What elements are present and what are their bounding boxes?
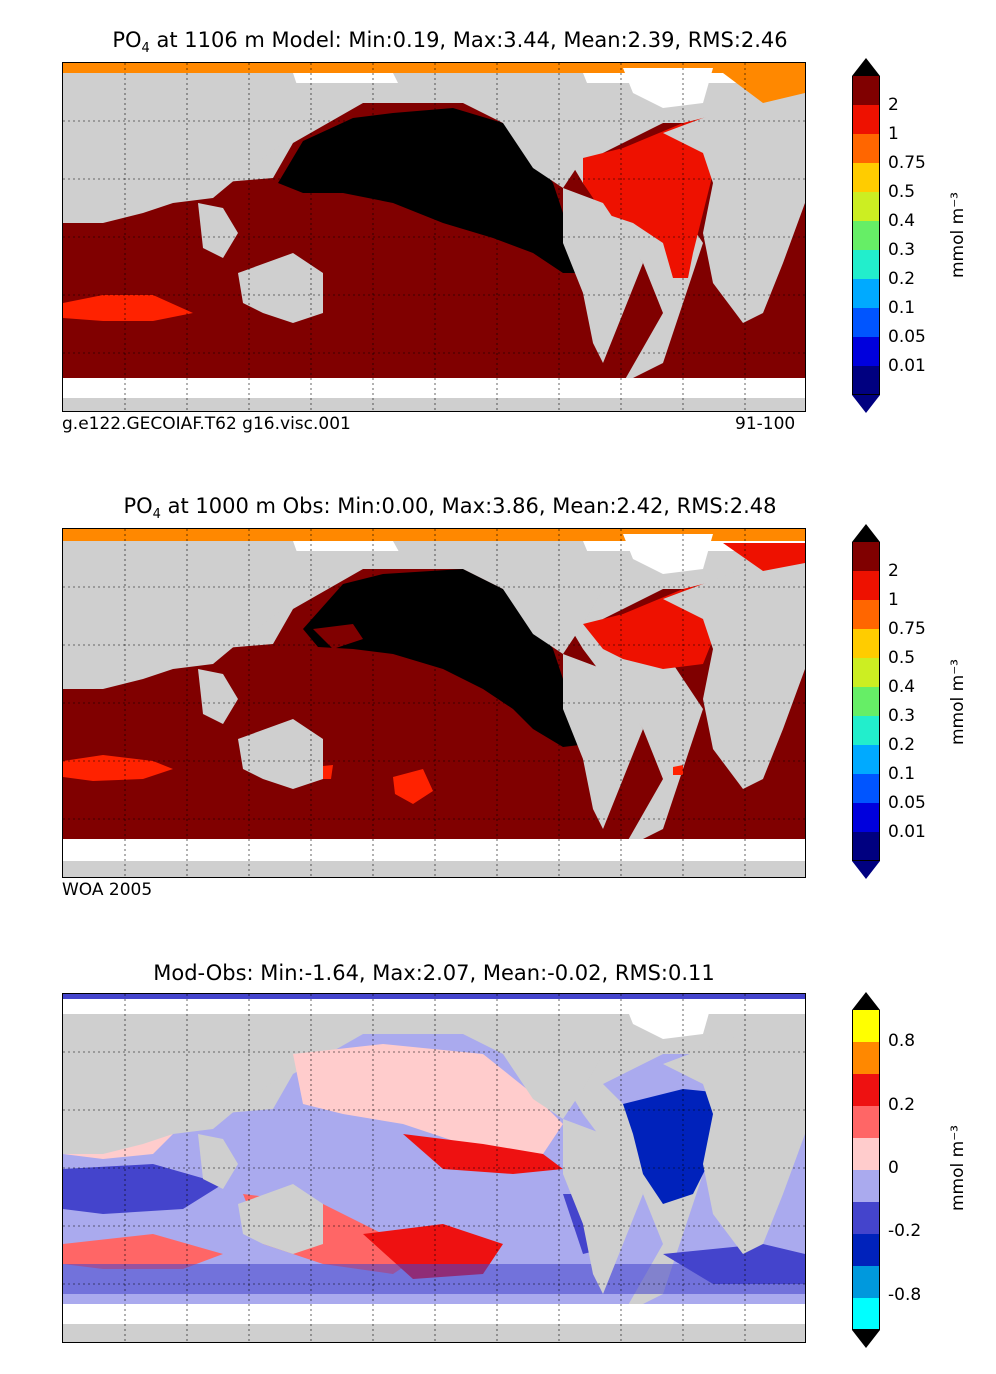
panel1-tick-3: 0.5 bbox=[888, 182, 916, 202]
panel1-tick-2: 0.75 bbox=[888, 153, 926, 173]
panel3-map bbox=[62, 993, 806, 1343]
panel2-tick-0: 2 bbox=[888, 561, 899, 581]
panel3-colorbar bbox=[852, 992, 880, 1348]
panel2-tick-9: 0.01 bbox=[888, 822, 926, 842]
panel3-tick-1: 0.2 bbox=[888, 1095, 916, 1115]
panel2-tick-8: 0.05 bbox=[888, 793, 926, 813]
panel1-footer-right: 91-100 bbox=[735, 414, 796, 434]
panel1-map-svg bbox=[63, 63, 805, 411]
panel1-tick-4: 0.4 bbox=[888, 211, 916, 231]
panel1-title-prefix: PO bbox=[112, 28, 142, 52]
panel3-tick-3: -0.2 bbox=[888, 1221, 922, 1241]
panel2-tick-3: 0.5 bbox=[888, 648, 916, 668]
panel1-title: PO4 at 1106 m Model: Min:0.19, Max:3.44,… bbox=[0, 28, 900, 56]
panel2-title-rest: at 1000 m Obs: Min:0.00, Max:3.86, Mean:… bbox=[160, 494, 777, 518]
panel1-map bbox=[62, 62, 806, 412]
panel1-unit-label: mmol m⁻³ bbox=[948, 192, 968, 278]
panel1-colorbar bbox=[852, 58, 880, 413]
panel1-tick-6: 0.2 bbox=[888, 269, 916, 289]
panel2-title: PO4 at 1000 m Obs: Min:0.00, Max:3.86, M… bbox=[0, 494, 900, 522]
panel2-map-svg bbox=[63, 529, 805, 877]
panel3-unit-label: mmol m⁻³ bbox=[948, 1125, 968, 1211]
panel2-tick-7: 0.1 bbox=[888, 764, 916, 784]
panel1-title-sub: 4 bbox=[141, 41, 150, 57]
panel3-map-svg bbox=[63, 994, 805, 1342]
panel2-tick-5: 0.3 bbox=[888, 706, 916, 726]
panel1-footer-left: g.e122.GECOIAF.T62 g16.visc.001 bbox=[62, 414, 351, 434]
panel2-footer-left: WOA 2005 bbox=[62, 880, 153, 900]
panel1-tick-5: 0.3 bbox=[888, 240, 916, 260]
panel3-title: Mod-Obs: Min:-1.64, Max:2.07, Mean:-0.02… bbox=[153, 961, 715, 985]
panel1-tick-0: 2 bbox=[888, 95, 899, 115]
panel1-tick-7: 0.1 bbox=[888, 298, 916, 318]
panel2-title-sub: 4 bbox=[152, 507, 161, 523]
panel2-tick-4: 0.4 bbox=[888, 677, 916, 697]
panel2-tick-6: 0.2 bbox=[888, 735, 916, 755]
panel2-colorbar bbox=[852, 524, 880, 879]
panel2-tick-1: 1 bbox=[888, 590, 899, 610]
panel3-tick-0: 0.8 bbox=[888, 1031, 916, 1051]
panel3-tick-2: 0 bbox=[888, 1158, 899, 1178]
panel1-tick-9: 0.01 bbox=[888, 356, 926, 376]
panel2-title-prefix: PO bbox=[123, 494, 153, 518]
panel1-tick-1: 1 bbox=[888, 124, 899, 144]
panel2-unit-label: mmol m⁻³ bbox=[948, 659, 968, 745]
panel1-title-rest: at 1106 m Model: Min:0.19, Max:3.44, Mea… bbox=[149, 28, 788, 52]
panel2-tick-2: 0.75 bbox=[888, 619, 926, 639]
panel3-tick-4: -0.8 bbox=[888, 1285, 922, 1305]
panel1-tick-8: 0.05 bbox=[888, 327, 926, 347]
panel2-map bbox=[62, 528, 806, 878]
